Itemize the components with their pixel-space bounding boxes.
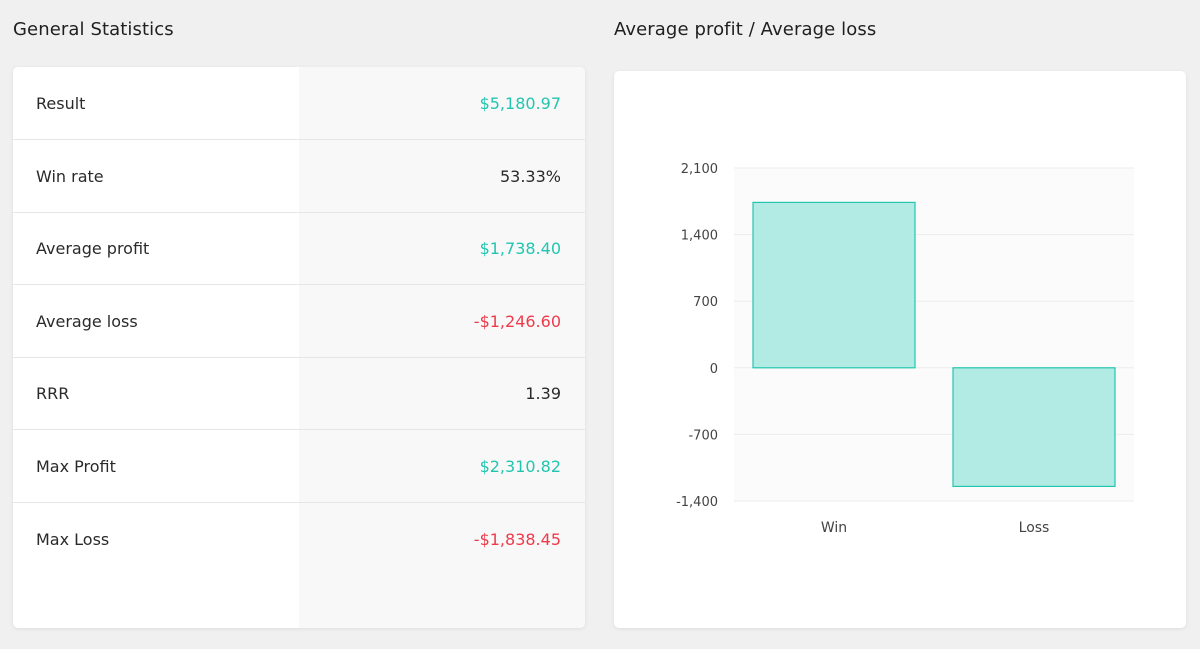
value-column-background [299, 67, 585, 628]
y-tick-label: 700 [693, 295, 718, 310]
y-tick-label: 1,400 [681, 229, 718, 244]
x-category-label: Loss [1019, 520, 1050, 536]
stat-row-rrr: RRR 1.39 [13, 357, 585, 430]
stat-row-max-loss: Max Loss -$1,838.45 [13, 503, 585, 576]
stat-row-average-profit: Average profit $1,738.40 [13, 212, 585, 285]
stat-label: Average loss [36, 311, 138, 331]
y-tick-label: 0 [710, 362, 718, 377]
avg-profit-loss-chart-card: 2,100 1,400 700 0 -700 -1,400 Win Loss [614, 71, 1186, 628]
stat-label: RRR [36, 383, 70, 403]
stat-value: $1,738.40 [479, 238, 561, 258]
stat-value: $5,180.97 [479, 93, 561, 113]
stat-value: 1.39 [525, 383, 561, 403]
stat-label: Win rate [36, 166, 104, 186]
stat-label: Result [36, 93, 86, 113]
x-category-label: Win [821, 520, 847, 536]
avg-profit-loss-title: Average profit / Average loss [614, 19, 877, 40]
stat-row-max-profit: Max Profit $2,310.82 [13, 430, 585, 503]
stat-row-average-loss: Average loss -$1,246.60 [13, 285, 585, 358]
y-tick-label: -700 [688, 428, 718, 443]
y-tick-label: -1,400 [676, 495, 718, 510]
bar-chart: 2,100 1,400 700 0 -700 -1,400 Win Loss [676, 162, 1134, 536]
stat-label: Max Profit [36, 456, 116, 476]
bar-win[interactable] [752, 201, 916, 369]
stat-label: Average profit [36, 238, 150, 258]
stat-value: 53.33% [499, 166, 561, 186]
stat-value: -$1,246.60 [473, 311, 561, 331]
bar-loss[interactable] [952, 367, 1116, 488]
general-statistics-card: Result $5,180.97 Win rate 53.33% Average… [13, 67, 585, 628]
stat-value: -$1,838.45 [473, 530, 561, 549]
stat-row-win-rate: Win rate 53.33% [13, 140, 585, 213]
stat-label: Max Loss [36, 530, 110, 549]
stat-value: $2,310.82 [479, 456, 561, 476]
general-statistics-title: General Statistics [13, 19, 174, 40]
y-tick-label: 2,100 [681, 162, 718, 177]
stat-row-result: Result $5,180.97 [13, 67, 585, 140]
